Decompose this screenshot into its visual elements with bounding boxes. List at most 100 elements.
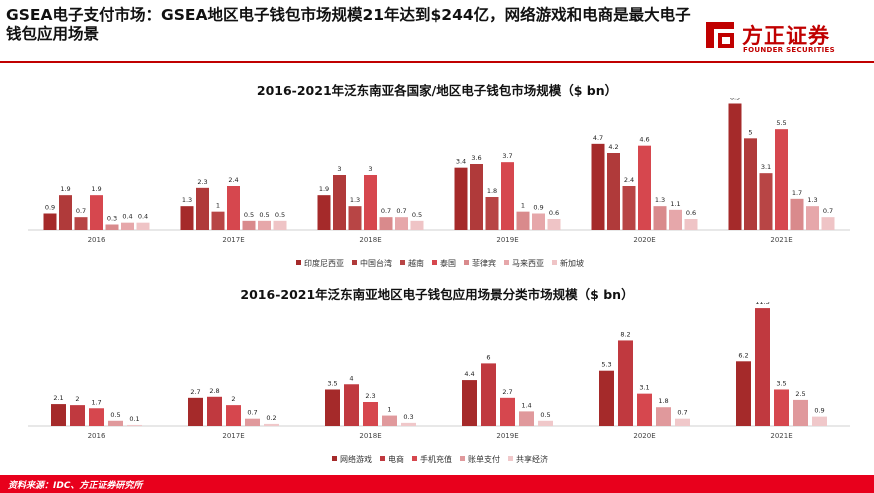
data-label: 0.1 — [129, 415, 139, 423]
data-label: 1.9 — [319, 185, 329, 193]
bar-菲律宾-2020E — [653, 206, 667, 230]
bar-越南-2019E — [485, 197, 499, 230]
data-label: 5.3 — [601, 361, 611, 369]
data-label: 1 — [521, 202, 525, 210]
bar-中国台湾-2019E — [470, 164, 483, 230]
bar-手机充值-2021E — [774, 389, 789, 426]
x-tick-label: 2020E — [633, 432, 655, 440]
bar-马来西亚-2018E — [395, 217, 408, 230]
data-label: 0.7 — [247, 409, 257, 417]
bar-账单支付-2019E — [519, 411, 534, 426]
legend-swatch — [352, 260, 357, 265]
legend-swatch — [332, 456, 337, 461]
legend-label: 印度尼西亚 — [304, 258, 344, 268]
bar-手机充值-2016 — [89, 408, 104, 426]
data-label: 0.7 — [677, 409, 687, 417]
bar-越南-2017E — [211, 211, 225, 230]
bar-菲律宾-2019E — [516, 211, 530, 230]
legend-item: 马来西亚 — [504, 259, 544, 268]
legend-label: 中国台湾 — [360, 258, 392, 268]
bar-中国台湾-2020E — [607, 153, 620, 230]
bar-菲律宾-2016 — [105, 224, 119, 230]
legend-swatch — [508, 456, 513, 461]
bar-共享经济-2019E — [538, 420, 553, 426]
data-label: 5.5 — [776, 119, 786, 127]
legend-label: 新加坡 — [560, 258, 584, 268]
data-label: 0.7 — [823, 207, 833, 215]
data-label: 2.7 — [502, 388, 512, 396]
x-tick-label: 2017E — [222, 432, 244, 440]
data-label: 0.5 — [412, 211, 422, 219]
data-label: 1.8 — [658, 397, 668, 405]
data-label: 2.4 — [228, 176, 238, 184]
source-text: 资料来源：IDC、方正证券研究所 — [8, 481, 143, 491]
legend-item: 印度尼西亚 — [296, 258, 344, 268]
x-tick-label: 2018E — [359, 432, 381, 440]
data-label: 3.1 — [639, 384, 649, 392]
data-label: 3 — [337, 165, 341, 173]
bar-泰国-2016 — [90, 195, 103, 230]
data-label: 3 — [368, 165, 372, 173]
bar-马来西亚-2020E — [669, 209, 682, 230]
legend-label: 账单支付 — [468, 454, 500, 464]
data-label: 0.7 — [381, 207, 391, 215]
data-label: 1.9 — [91, 185, 101, 193]
data-label: 2.3 — [197, 178, 207, 186]
data-label: 0.4 — [138, 213, 148, 221]
headline: GSEA电子支付市场：GSEA地区电子钱包市场规模21年达到$244亿，网络游戏… — [6, 6, 691, 43]
data-label: 2.3 — [365, 392, 375, 400]
data-label: 3.6 — [471, 154, 481, 162]
bar-印度尼西亚-2021E — [728, 103, 742, 230]
data-label: 0.3 — [107, 215, 117, 223]
data-label: 3.5 — [776, 379, 786, 387]
data-label: 3.1 — [761, 163, 771, 171]
data-label: 2.5 — [795, 390, 805, 398]
legend-swatch — [460, 456, 465, 461]
data-label: 0.4 — [122, 213, 132, 221]
legend-swatch — [504, 260, 509, 265]
legend-item: 共享经济 — [508, 454, 548, 464]
data-label: 1.3 — [655, 196, 665, 204]
data-label: 0.9 — [533, 204, 543, 212]
legend-label: 菲律宾 — [472, 258, 496, 268]
bar-印度尼西亚-2019E — [454, 167, 468, 230]
bar-电商-2019E — [481, 363, 496, 426]
data-label: 4.7 — [593, 134, 603, 142]
legend-swatch — [432, 260, 437, 265]
data-label: 0.2 — [266, 414, 276, 422]
data-label: 0.5 — [259, 211, 269, 219]
data-label: 3.7 — [502, 152, 512, 160]
bar-新加坡-2018E — [410, 220, 424, 230]
founder-logo: 方正证券 FOUNDER SECURITIES — [702, 20, 872, 56]
chart2-title: 2016-2021年泛东南亚地区电子钱包应用场景分类市场规模（$ bn） — [240, 287, 634, 302]
bar-手机充值-2018E — [363, 402, 378, 426]
bar-印度尼西亚-2017E — [180, 206, 194, 230]
bar-共享经济-2016 — [127, 424, 142, 426]
legend-swatch — [296, 260, 301, 265]
x-tick-label: 2021E — [770, 236, 792, 244]
data-label: 1.1 — [670, 200, 680, 208]
bar-新加坡-2017E — [273, 220, 287, 230]
bar-菲律宾-2017E — [242, 220, 256, 230]
bar-印度尼西亚-2016 — [43, 213, 57, 230]
legend-swatch — [464, 260, 469, 265]
legend-item: 新加坡 — [552, 258, 584, 268]
bar-手机充值-2019E — [500, 397, 515, 426]
data-label: 1.3 — [807, 196, 817, 204]
legend-swatch — [552, 260, 557, 265]
bar-越南-2016 — [74, 217, 88, 230]
data-label: 0.5 — [275, 211, 285, 219]
legend-item: 电商 — [380, 454, 404, 464]
legend-item: 账单支付 — [460, 454, 500, 464]
bar-新加坡-2020E — [684, 219, 698, 230]
x-tick-label: 2020E — [633, 236, 655, 244]
legend-swatch — [400, 260, 405, 265]
data-label: 0.5 — [540, 411, 550, 419]
data-label: 1 — [216, 202, 220, 210]
bar-网络游戏-2016 — [51, 404, 66, 426]
legend-item: 越南 — [400, 258, 424, 268]
chart2-scenario-wallet-size: 2.1 2 1.7 0.5 0.1 2016 2.7 2.8 2 0.7 0.2 2017E 3.5 4 2… — [28, 302, 850, 464]
data-label: 0.7 — [76, 207, 86, 215]
data-label: 4.4 — [464, 370, 474, 378]
bar-越南-2020E — [622, 186, 636, 230]
